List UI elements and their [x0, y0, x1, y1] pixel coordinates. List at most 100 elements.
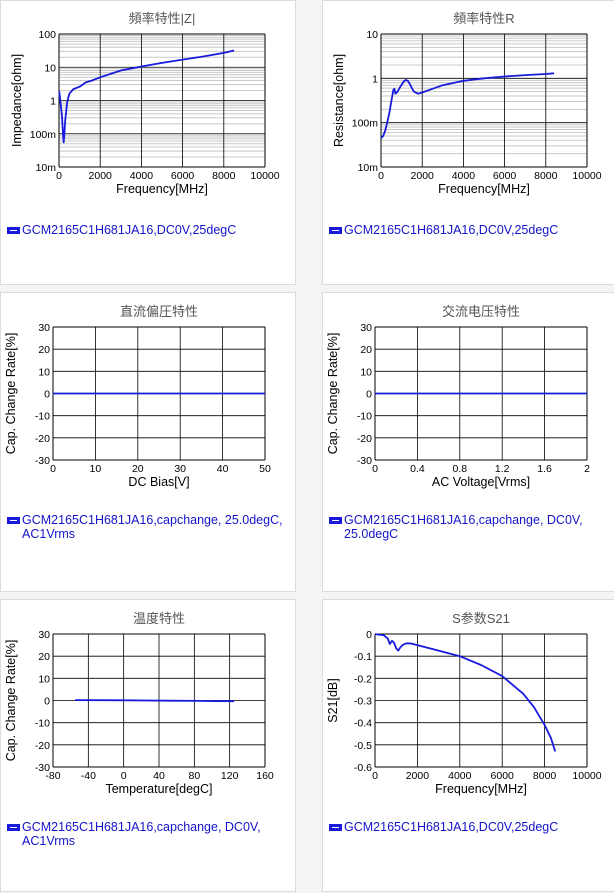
x-tick-label: 2: [584, 463, 590, 475]
y-axis-title: Resistance[ohm]: [332, 54, 346, 147]
y-tick-label: 0: [366, 389, 372, 401]
x-tick-label: 4000: [452, 170, 476, 182]
y-tick-label: -20: [35, 740, 50, 752]
chart-title: 直流偏圧特性: [120, 304, 198, 319]
y-tick-label: 20: [38, 344, 50, 356]
x-tick-label: 30: [174, 463, 186, 475]
y-axis-title: Cap. Change Rate[%]: [326, 333, 340, 455]
legend-swatch-icon[interactable]: [7, 517, 20, 524]
x-tick-label: -40: [81, 770, 96, 782]
legend-swatch-icon[interactable]: [329, 517, 342, 524]
x-tick-label: 6000: [491, 770, 515, 782]
y-tick-label: -20: [357, 433, 372, 445]
x-axis-title: Frequency[MHz]: [435, 782, 527, 796]
legend-resistance[interactable]: GCM2165C1H681JA16,DC0V,25degC: [329, 223, 611, 237]
x-tick-label: 10000: [572, 770, 601, 782]
x-tick-label: 120: [221, 770, 239, 782]
legend-dc-bias[interactable]: GCM2165C1H681JA16,capchange, 25.0degC, A…: [7, 513, 289, 541]
x-tick-label: 1.2: [495, 463, 510, 475]
chart-title: 交流电压特性: [442, 304, 520, 319]
legend-label[interactable]: GCM2165C1H681JA16,DC0V,25degC: [22, 223, 237, 237]
panel-dc-bias: 直流偏圧特性 0 10 20 30 40 50 -30 -20 -10 0 10 20 30 DC Bias…: [0, 292, 296, 592]
x-tick-label: 4000: [448, 770, 472, 782]
x-axis-title: Temperature[degC]: [105, 782, 212, 796]
legend-swatch-icon[interactable]: [7, 227, 20, 234]
x-axis-title: Frequency[MHz]: [438, 182, 530, 196]
x-tick-label: 8000: [212, 170, 236, 182]
x-tick-label: 20: [132, 463, 144, 475]
chart-title: 温度特性: [133, 611, 185, 626]
legend-ac-voltage[interactable]: GCM2165C1H681JA16,capchange, DC0V, 25.0d…: [329, 513, 611, 541]
legend-label[interactable]: GCM2165C1H681JA16,capchange, DC0V, 25.0d…: [344, 513, 583, 541]
y-tick-label: 10: [44, 62, 56, 74]
y-tick-label: -0.2: [354, 673, 372, 685]
chart-s21: S参数S21 0 2000 4000 6000 8000 10000 -0.6 -0.5 -0.4…: [326, 611, 602, 796]
legend-label[interactable]: GCM2165C1H681JA16,capchange, 25.0degC, A…: [22, 513, 283, 541]
y-tick-label: 10m: [36, 162, 57, 174]
chart-title: S参数S21: [452, 611, 510, 626]
x-tick-label: 0: [56, 170, 62, 182]
y-tick-label: 1: [50, 96, 56, 108]
legend-swatch-icon[interactable]: [329, 824, 342, 831]
y-axis-title: S21[dB]: [326, 678, 340, 722]
x-tick-label: 8000: [534, 170, 558, 182]
x-tick-label: 0: [121, 770, 127, 782]
x-tick-label: 80: [188, 770, 200, 782]
x-tick-label: 0: [378, 170, 384, 182]
y-tick-label: -10: [35, 411, 50, 423]
panel-s21: S参数S21 0 2000 4000 6000 8000 10000 -0.6 -0.5 -0.4…: [322, 599, 614, 892]
y-tick-label: 10m: [358, 162, 379, 174]
chart-temperature: 温度特性 -80 -40 0 40 80 120 160 -30 -20 -10 0 10 20 30 Tem…: [4, 611, 274, 796]
panel-resistance: 頻率特性R 0 2000 4000 6000 8000 10000 10m 100m 1 10 Fre…: [322, 0, 614, 285]
y-tick-label: -30: [35, 762, 50, 774]
x-tick-label: 10000: [572, 170, 601, 182]
y-tick-label: 10: [38, 673, 50, 685]
y-tick-label: 100: [38, 29, 56, 41]
x-axis-title: DC Bias[V]: [128, 475, 189, 489]
x-tick-label: 1.6: [537, 463, 552, 475]
y-tick-label: 30: [38, 629, 50, 641]
chart-resistance: 頻率特性R 0 2000 4000 6000 8000 10000 10m 100m 1 10 Fre…: [332, 11, 602, 196]
y-axis-title: Cap. Change Rate[%]: [4, 333, 18, 455]
y-tick-label: 0: [44, 696, 50, 708]
y-tick-label: -20: [35, 433, 50, 445]
series-line: [380, 72, 555, 139]
x-axis-title: Frequency[MHz]: [116, 182, 208, 196]
y-tick-label: 10: [38, 366, 50, 378]
legend-label[interactable]: GCM2165C1H681JA16,capchange, DC0V, AC1Vr…: [22, 820, 261, 848]
y-tick-label: 0: [366, 629, 372, 641]
y-tick-label: -30: [357, 455, 372, 467]
x-tick-label: 8000: [533, 770, 557, 782]
chart-title: 頻率特性|Z|: [129, 11, 196, 26]
x-tick-label: 0.4: [410, 463, 425, 475]
x-tick-label: 2000: [89, 170, 113, 182]
legend-s21[interactable]: GCM2165C1H681JA16,DC0V,25degC: [329, 820, 611, 834]
legend-label[interactable]: GCM2165C1H681JA16,DC0V,25degC: [344, 223, 559, 237]
x-tick-label: 160: [256, 770, 274, 782]
legend-swatch-icon[interactable]: [329, 227, 342, 234]
x-axis-title: AC Voltage[Vrms]: [432, 475, 530, 489]
x-tick-label: 0: [372, 770, 378, 782]
y-tick-label: 1: [372, 73, 378, 85]
series-line: [58, 49, 235, 144]
y-tick-label: 0: [44, 389, 50, 401]
legend-temperature[interactable]: GCM2165C1H681JA16,capchange, DC0V, AC1Vr…: [7, 820, 289, 848]
y-tick-label: -0.1: [354, 651, 372, 663]
panel-impedance: 頻率特性|Z| 0 2000 4000 6000 8000 10000 10m 100m 1 10 1…: [0, 0, 296, 285]
panel-temperature: 温度特性 -80 -40 0 40 80 120 160 -30 -20 -10 0 10 20 30 Tem…: [0, 599, 296, 892]
x-tick-label: 4000: [130, 170, 154, 182]
y-tick-label: -0.5: [354, 740, 372, 752]
y-tick-label: 10: [360, 366, 372, 378]
x-tick-label: 2000: [406, 770, 430, 782]
x-tick-label: 40: [217, 463, 229, 475]
legend-label[interactable]: GCM2165C1H681JA16,DC0V,25degC: [344, 820, 559, 834]
y-tick-label: 100m: [30, 129, 57, 141]
y-axis-title: Cap. Change Rate[%]: [4, 640, 18, 762]
legend-impedance[interactable]: GCM2165C1H681JA16,DC0V,25degC: [7, 223, 289, 237]
legend-swatch-icon[interactable]: [7, 824, 20, 831]
y-tick-label: -0.3: [354, 696, 372, 708]
x-tick-label: 50: [259, 463, 271, 475]
x-tick-label: -80: [45, 770, 60, 782]
x-tick-label: 6000: [171, 170, 195, 182]
